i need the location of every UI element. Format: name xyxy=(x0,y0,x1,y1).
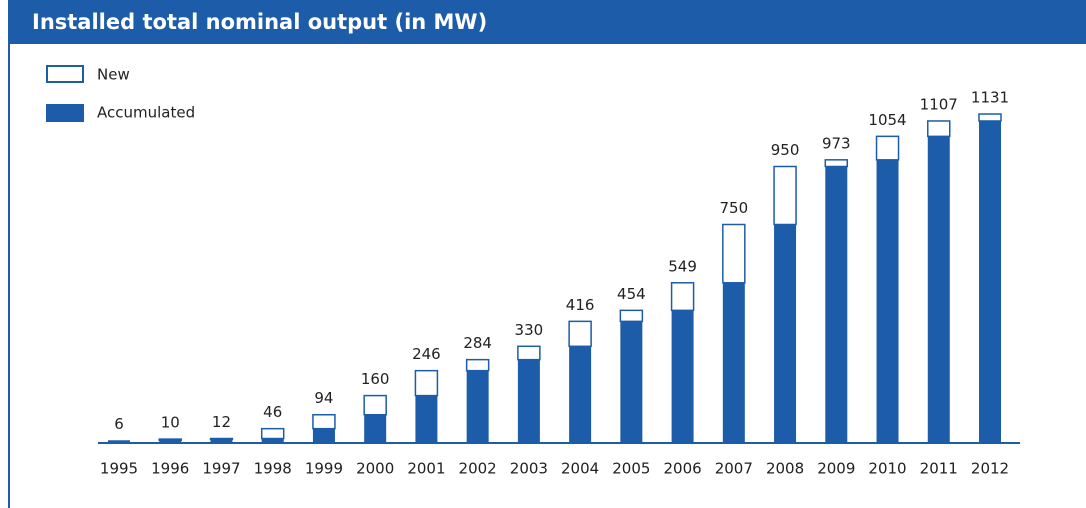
value-label: 1054 xyxy=(868,111,906,129)
bar-new xyxy=(978,113,1002,122)
bar-new xyxy=(465,358,490,372)
value-label: 284 xyxy=(463,334,492,352)
bar-new xyxy=(414,369,439,397)
value-label: 750 xyxy=(720,199,749,217)
x-tick-label: 1999 xyxy=(305,460,343,478)
x-tick-label: 2003 xyxy=(510,460,548,478)
value-label: 416 xyxy=(566,296,595,314)
x-tick-label: 2011 xyxy=(920,460,958,478)
bar-accumulated xyxy=(159,440,182,442)
x-tick-label: 2007 xyxy=(715,460,753,478)
chart-title: Installed total nominal output (in MW) xyxy=(32,10,487,34)
bar-accumulated xyxy=(415,395,438,442)
bar-accumulated xyxy=(108,440,130,442)
value-label: 973 xyxy=(822,134,851,152)
bar-new xyxy=(722,223,746,284)
value-label: 46 xyxy=(263,403,282,421)
x-tick-label: 2009 xyxy=(817,460,855,478)
legend-swatch-new xyxy=(46,65,84,83)
bar-accumulated xyxy=(979,120,1001,442)
x-tick-label: 2010 xyxy=(868,460,906,478)
x-tick-label: 1995 xyxy=(100,460,138,478)
bar-new xyxy=(670,282,695,312)
value-label: 94 xyxy=(314,389,333,407)
bar-new xyxy=(158,438,182,442)
value-label: 12 xyxy=(212,413,231,431)
value-label: 549 xyxy=(668,257,697,275)
bar-accumulated xyxy=(312,428,335,442)
value-label: 1131 xyxy=(971,89,1009,107)
bar-new xyxy=(824,159,849,168)
bar-accumulated xyxy=(671,310,694,442)
x-tick-label: 1996 xyxy=(151,460,189,478)
bar-accumulated xyxy=(722,282,745,442)
x-tick-label: 1998 xyxy=(254,460,292,478)
bar-accumulated xyxy=(876,159,899,442)
bar-accumulated xyxy=(620,321,643,442)
x-tick-label: 2005 xyxy=(612,460,650,478)
bar-new xyxy=(363,394,387,416)
legend-label: New xyxy=(97,66,130,84)
value-label: 454 xyxy=(617,285,646,303)
x-tick-label: 2004 xyxy=(561,460,599,478)
bar-accumulated xyxy=(210,439,233,442)
value-label: 950 xyxy=(771,141,800,159)
bar-accumulated xyxy=(261,438,284,442)
x-tick-label: 2006 xyxy=(663,460,701,478)
bar-new xyxy=(619,309,644,323)
bar-accumulated xyxy=(517,359,540,442)
legend-swatch-accumulated xyxy=(46,104,84,122)
value-label: 330 xyxy=(515,321,544,339)
x-tick-label: 2001 xyxy=(407,460,445,478)
bar-new xyxy=(773,165,797,226)
bar-new xyxy=(260,427,285,440)
bar-new xyxy=(312,413,336,430)
bar-new xyxy=(875,135,900,161)
bar-new xyxy=(927,120,951,138)
bar-accumulated xyxy=(825,166,848,442)
value-label: 160 xyxy=(361,370,390,388)
bar-accumulated xyxy=(466,370,489,442)
value-label: 1107 xyxy=(920,95,958,113)
value-label: 10 xyxy=(161,414,180,432)
bar-accumulated xyxy=(927,136,950,442)
x-tick-label: 2002 xyxy=(459,460,497,478)
bar-new xyxy=(209,437,234,440)
header-bar xyxy=(8,0,1086,44)
value-label: 246 xyxy=(412,345,441,363)
x-tick-label: 1997 xyxy=(202,460,240,478)
bar-accumulated xyxy=(774,224,797,442)
bar-new xyxy=(568,320,592,348)
value-label: 6 xyxy=(114,415,124,433)
legend-label: Accumulated xyxy=(97,104,195,122)
x-tick-label: 2000 xyxy=(356,460,394,478)
bar-new xyxy=(517,345,541,361)
x-tick-label: 2008 xyxy=(766,460,804,478)
bar-accumulated xyxy=(569,346,592,442)
x-tick-label: 2012 xyxy=(971,460,1009,478)
bar-accumulated xyxy=(364,414,387,442)
